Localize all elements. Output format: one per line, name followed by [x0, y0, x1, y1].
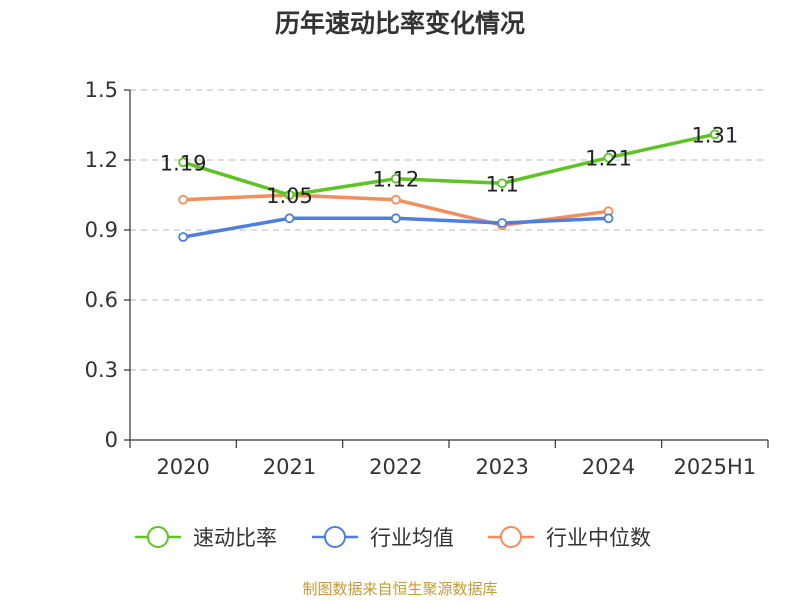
y-tick-label: 0.6 — [85, 288, 118, 312]
x-tick-label: 2024 — [582, 455, 635, 479]
x-tick-label: 2021 — [263, 455, 316, 479]
data-point — [178, 194, 189, 205]
data-label: 1.31 — [691, 123, 738, 147]
chart-title: 历年速动比率变化情况 — [275, 9, 525, 38]
data-point — [603, 152, 614, 163]
data-point — [390, 173, 401, 184]
data-point — [390, 213, 401, 224]
y-tick-label: 0.3 — [85, 358, 118, 382]
source-footer: 制图数据来自恒生聚源数据库 — [302, 580, 497, 598]
series-line — [181, 132, 717, 197]
legend-item: 行业均值 — [312, 526, 454, 550]
legend-item: 行业中位数 — [488, 526, 651, 550]
data-point — [284, 190, 295, 200]
data-labels: 1.19 1.05 1.12 1.1 1.21 1.31 — [160, 123, 738, 208]
data-point — [497, 178, 508, 189]
data-point — [178, 157, 189, 168]
y-tick-label: 1.2 — [85, 148, 118, 172]
legend-item: 速动比率 — [135, 526, 277, 550]
data-label: 1.05 — [266, 184, 313, 208]
legend-marker — [147, 526, 169, 548]
data-point — [603, 213, 614, 224]
data-label: 1.12 — [372, 168, 419, 192]
legend-marker — [324, 526, 346, 548]
grid-lines — [130, 89, 768, 371]
data-point — [284, 213, 295, 224]
data-point — [390, 194, 401, 205]
y-tick-label: 1.5 — [85, 78, 118, 102]
data-point — [497, 218, 508, 228]
legend-marker — [500, 526, 522, 548]
data-point — [178, 232, 189, 242]
data-label: 1.19 — [160, 151, 207, 175]
y-tick-label: 0 — [105, 428, 118, 452]
x-tick-label: 2025H1 — [674, 455, 757, 479]
data-label: 1.1 — [485, 172, 518, 196]
legend-label: 行业均值 — [370, 526, 454, 550]
data-label: 1.21 — [585, 147, 632, 171]
legend-label: 行业中位数 — [546, 526, 651, 550]
y-tick-label: 0.9 — [85, 218, 118, 242]
x-tick-label: 2023 — [475, 455, 528, 479]
series-lines — [178, 129, 720, 242]
x-tick-label: 2020 — [156, 455, 209, 479]
legend-label: 速动比率 — [193, 526, 277, 550]
axes: 0 0.3 0.6 0.9 1.2 1.5 2020 2021 2022 2023 2024 2025… — [85, 78, 769, 479]
x-tick-label: 2022 — [369, 455, 422, 479]
data-point — [709, 129, 720, 140]
legend: 速动比率 行业均值 行业中位数 — [135, 526, 651, 550]
